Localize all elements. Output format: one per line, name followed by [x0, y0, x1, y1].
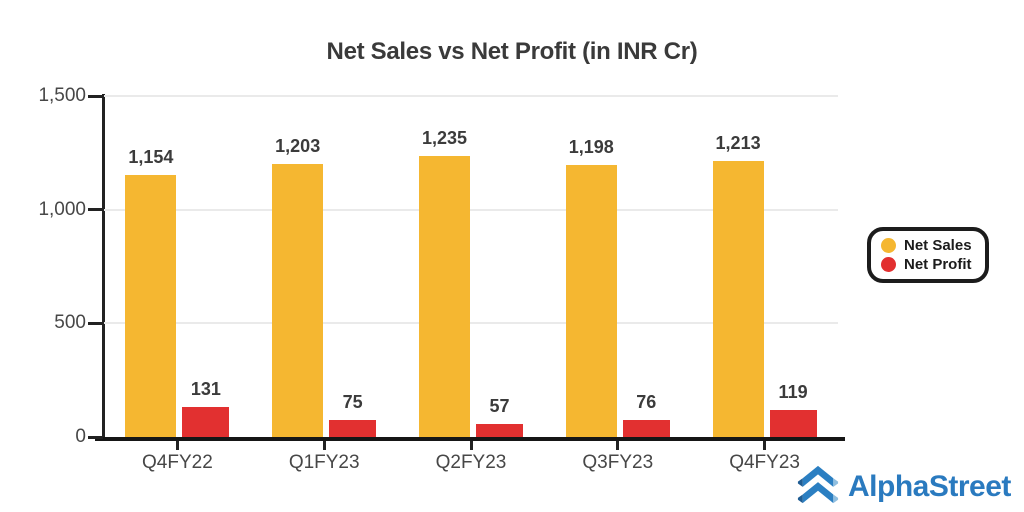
net-sales-bar: [272, 163, 324, 437]
bar-value-label: 57: [489, 396, 510, 417]
net-profit-bar-wrap: 76: [622, 391, 670, 437]
gridline: [104, 208, 838, 211]
legend-item: Net Profit: [881, 256, 972, 273]
brand-logo: AlphaStreet: [795, 462, 1011, 511]
gridline: [104, 95, 838, 97]
bar-group: 1,198 76: [544, 96, 691, 437]
x-axis-label: Q4FY22: [142, 452, 213, 473]
net-sales-bar-wrap: 1,198: [565, 136, 617, 437]
legend-item-label: Net Sales: [904, 237, 972, 254]
chart-title: Net Sales vs Net Profit (in INR Cr): [326, 38, 698, 65]
y-axis-label: 1,500: [38, 85, 86, 106]
bar-value-label: 1,198: [568, 136, 614, 157]
net-profit-bar-wrap: 75: [329, 391, 377, 437]
net-sales-bar-wrap: 1,203: [272, 135, 324, 437]
x-axis-tick: [616, 441, 620, 450]
x-axis-tick: [322, 441, 326, 450]
x-axis-label: Q4FY23: [729, 452, 800, 473]
bar-group: 1,154 131: [104, 96, 251, 437]
net-profit-bar: [622, 419, 670, 437]
x-axis-tick: [763, 441, 767, 450]
legend-item: Net Sales: [881, 237, 972, 254]
net-sales-bar: [418, 156, 470, 437]
bar-value-label: 75: [342, 391, 363, 412]
net-sales-bar-wrap: 1,154: [125, 146, 177, 437]
y-axis-tick: [88, 94, 103, 98]
y-axis-label: 0: [75, 426, 86, 447]
x-axis-label: Q2FY23: [435, 452, 507, 473]
legend-item-label: Net Profit: [904, 256, 972, 273]
net-profit-bar-wrap: 131: [182, 379, 230, 437]
x-axis-label: Q1FY23: [288, 452, 360, 473]
y-axis-line: [102, 94, 105, 439]
net-profit-swatch: [881, 257, 896, 272]
alphastreet-chevron-icon: [795, 462, 841, 511]
brand-name: AlphaStreet: [848, 469, 1011, 503]
bar-value-label: 1,213: [715, 133, 761, 154]
gridline: [104, 322, 838, 325]
bar-value-label: 1,154: [128, 146, 174, 167]
bar-group: 1,203 75: [251, 96, 398, 437]
bar-value-label: 119: [778, 381, 808, 402]
y-axis-tick: [88, 321, 103, 325]
net-profit-bar-wrap: 57: [475, 396, 523, 437]
net-profit-bar: [329, 419, 377, 437]
net-sales-bar: [712, 161, 764, 437]
net-profit-bar: [769, 409, 817, 437]
net-profit-bar-wrap: 119: [769, 381, 817, 437]
y-axis-tick: [88, 208, 103, 212]
bar-group: 1,213 119: [691, 96, 838, 437]
bar-value-label: 1,203: [275, 135, 321, 156]
bar-value-label: 76: [636, 391, 657, 412]
x-axis-tick: [175, 441, 179, 450]
net-sales-bar-wrap: 1,235: [418, 128, 470, 437]
bar-group: 1,235 57: [398, 96, 545, 437]
net-sales-bar: [125, 174, 177, 437]
legend: Net Sales Net Profit: [867, 227, 989, 283]
x-axis-label: Q3FY23: [582, 452, 654, 473]
bar-value-label: 1,235: [421, 128, 467, 149]
x-axis-line: [95, 437, 845, 441]
x-axis-tick: [469, 441, 473, 450]
net-sales-swatch: [881, 238, 896, 253]
y-axis-label: 500: [54, 312, 86, 334]
y-axis-label: 1,000: [38, 198, 86, 220]
net-sales-bar-wrap: 1,213: [712, 133, 764, 437]
net-profit-bar: [182, 407, 230, 437]
y-axis-tick: [88, 435, 103, 439]
bar-value-label: 131: [190, 379, 221, 400]
net-profit-bar: [475, 424, 523, 437]
net-sales-bar: [565, 164, 617, 437]
